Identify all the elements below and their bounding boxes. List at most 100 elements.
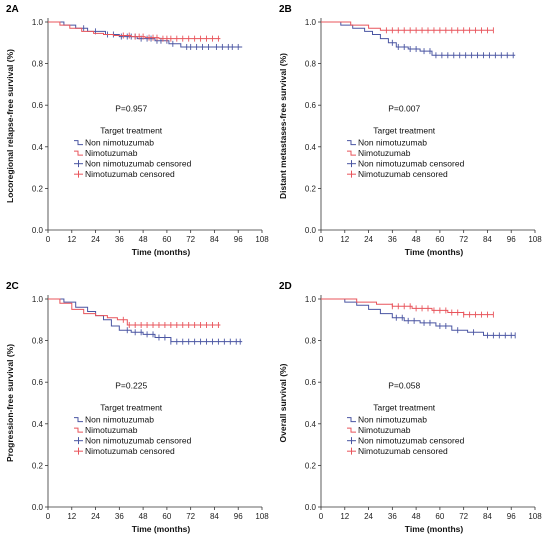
legend-line-symbol <box>347 150 356 156</box>
y-tick-label: 0.6 <box>305 378 317 387</box>
legend-censor-symbol <box>74 170 83 178</box>
x-tick-label: 0 <box>319 512 324 521</box>
x-tick-label: 48 <box>139 512 148 521</box>
km-curve-non-nimotuzumab <box>321 21 516 56</box>
panel-label: 2B <box>279 4 292 15</box>
x-tick-label: 12 <box>67 512 76 521</box>
x-tick-label: 36 <box>388 512 397 521</box>
y-tick-label: 0.0 <box>32 503 44 512</box>
legend-entry: Nimotuzumab censored <box>358 169 448 179</box>
legend-entry: Non nimotuzumab censored <box>358 159 465 169</box>
legend-step-glyph <box>347 417 356 423</box>
y-tick-label: 0.0 <box>305 503 317 512</box>
km-curve-non-nimotuzumab <box>48 21 243 48</box>
x-tick-label: 48 <box>412 512 421 521</box>
x-tick-label: 36 <box>115 235 124 244</box>
panel-label: 2D <box>279 281 292 292</box>
x-tick-label: 12 <box>67 235 76 244</box>
p-value: P=0.058 <box>388 380 420 390</box>
legend-step-glyph <box>347 150 356 156</box>
legend-line-symbol <box>74 140 83 146</box>
y-tick-label: 0.8 <box>305 337 317 346</box>
legend-censor-symbol <box>347 160 356 168</box>
legend-title: Target treatment <box>100 402 163 412</box>
y-tick-label: 0.0 <box>305 226 317 235</box>
y-tick-label: 0.4 <box>32 143 44 152</box>
y-tick-label: 0.8 <box>305 60 317 69</box>
km-panel-2c: 2C 0.0 0.2 0.4 0.6 0.8 1.0 0 12 24 36 48 60 72 84 96 108… <box>5 281 269 534</box>
legend-censor-symbol <box>74 437 83 445</box>
x-tick-label: 108 <box>528 235 542 244</box>
x-tick-label: 36 <box>388 235 397 244</box>
x-tick-label: 72 <box>459 512 468 521</box>
x-tick-label: 24 <box>91 235 100 244</box>
legend-censor-symbol <box>347 437 356 445</box>
km-curve-non-nimotuzumab <box>321 298 516 336</box>
km-curve-nimotuzumab <box>321 298 494 316</box>
x-axis-title: Time (months) <box>132 247 191 257</box>
legend-step-glyph <box>74 427 83 433</box>
y-tick-label: 0.2 <box>305 461 317 470</box>
y-tick-label: 0.6 <box>32 378 44 387</box>
km-panel-2d: 2D 0.0 0.2 0.4 0.6 0.8 1.0 0 12 24 36 48 60 72 84 96 108… <box>278 281 542 534</box>
y-tick-label: 0.8 <box>32 60 44 69</box>
y-tick-label: 0.2 <box>305 184 317 193</box>
legend-entry: Non nimotuzumab <box>85 415 154 425</box>
y-axis-title: Progression-free survival (%) <box>5 344 15 462</box>
y-tick-label: 0.4 <box>32 420 44 429</box>
legend-line-symbol <box>347 140 356 146</box>
legend-entry: Non nimotuzumab censored <box>85 159 192 169</box>
x-axis-title: Time (months) <box>132 524 191 534</box>
x-tick-label: 84 <box>210 235 219 244</box>
x-tick-label: 12 <box>340 512 349 521</box>
y-tick-label: 0.6 <box>305 101 317 110</box>
km-panel-2b: 2B 0.0 0.2 0.4 0.6 0.8 1.0 0 12 24 36 48 60 72 84 96 108… <box>278 4 542 257</box>
x-tick-label: 12 <box>340 235 349 244</box>
x-tick-label: 84 <box>483 512 492 521</box>
p-value: P=0.225 <box>115 380 147 390</box>
legend-entry: Nimotuzumab censored <box>85 169 175 179</box>
legend-entry: Non nimotuzumab censored <box>358 436 465 446</box>
x-tick-label: 24 <box>364 235 373 244</box>
y-tick-label: 1.0 <box>32 18 44 27</box>
x-tick-label: 72 <box>186 235 195 244</box>
x-tick-label: 0 <box>46 235 51 244</box>
x-tick-label: 72 <box>459 235 468 244</box>
y-axis-title: Locoregional relapse-free survival (%) <box>5 49 15 203</box>
x-tick-label: 108 <box>528 512 542 521</box>
legend-line-symbol <box>74 150 83 156</box>
y-tick-label: 0.2 <box>32 461 44 470</box>
legend-step-glyph <box>347 140 356 146</box>
x-tick-label: 60 <box>162 512 171 521</box>
legend-line-symbol <box>74 427 83 433</box>
legend-censor-symbol <box>347 170 356 178</box>
legend-line-symbol <box>347 417 356 423</box>
legend-entry: Nimotuzumab <box>85 425 138 435</box>
x-tick-label: 60 <box>435 512 444 521</box>
legend-step-glyph <box>74 140 83 146</box>
x-tick-label: 96 <box>234 235 243 244</box>
legend-censor-symbol <box>347 447 356 455</box>
legend-entry: Non nimotuzumab <box>358 138 427 148</box>
x-axis-title: Time (months) <box>405 524 464 534</box>
x-tick-label: 108 <box>255 235 269 244</box>
x-tick-label: 96 <box>507 235 516 244</box>
legend-step-glyph <box>347 427 356 433</box>
x-tick-label: 24 <box>91 512 100 521</box>
panel-label: 2A <box>6 4 19 15</box>
y-axis-title: Distant metastases-free survival (%) <box>278 53 288 199</box>
x-tick-label: 72 <box>186 512 195 521</box>
y-tick-label: 1.0 <box>32 295 44 304</box>
y-tick-label: 0.4 <box>305 420 317 429</box>
km-curve-non-nimotuzumab <box>48 298 243 343</box>
legend-step-glyph <box>74 417 83 423</box>
x-tick-label: 0 <box>319 235 324 244</box>
legend-entry: Nimotuzumab <box>358 148 411 158</box>
legend-entry: Nimotuzumab censored <box>358 446 448 456</box>
y-tick-label: 0.6 <box>32 101 44 110</box>
legend-title: Target treatment <box>100 125 163 135</box>
x-tick-label: 0 <box>46 512 51 521</box>
legend-censor-symbol <box>74 160 83 168</box>
y-axis-title: Overall survival (%) <box>278 363 288 442</box>
x-tick-label: 60 <box>162 235 171 244</box>
